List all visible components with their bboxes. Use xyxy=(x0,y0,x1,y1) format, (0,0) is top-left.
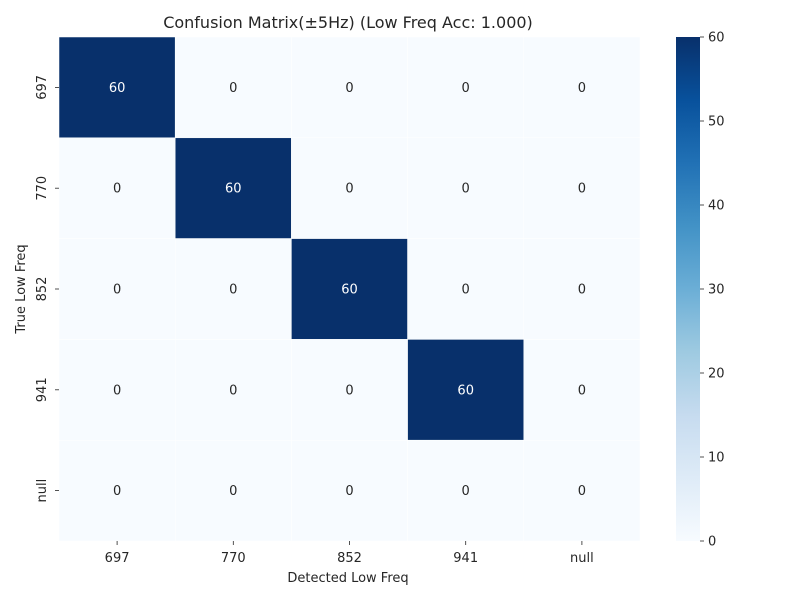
cell-value-label: 0 xyxy=(462,283,470,298)
colorbar: 0 10 20 30 40 50 60 xyxy=(676,31,725,550)
colorbar-tick-label: 40 xyxy=(708,199,725,214)
heatmap-cell xyxy=(291,339,408,441)
heatmap-cell xyxy=(58,137,176,239)
y-axis-label: True Low Freq xyxy=(14,244,29,334)
heatmap-cell xyxy=(174,36,292,139)
cell-value-label: 0 xyxy=(113,283,121,298)
cell-value-label: 0 xyxy=(578,484,586,499)
colorbar-tick-label: 0 xyxy=(708,535,716,550)
heatmap-cell xyxy=(523,238,641,340)
x-tick-label: 941 xyxy=(453,551,478,566)
cell-value-label: 0 xyxy=(578,182,586,197)
heatmap-cell xyxy=(174,439,292,542)
colorbar-tick-label: 60 xyxy=(708,31,725,46)
heatmap-cell xyxy=(407,339,525,441)
heatmap-cell xyxy=(523,339,641,441)
cell-value-label: 0 xyxy=(462,484,470,499)
heatmap-cell xyxy=(291,137,408,239)
colorbar-tick-label: 30 xyxy=(708,283,725,298)
cell-value-label: 0 xyxy=(462,81,470,96)
heatmap-cell xyxy=(523,137,641,239)
y-tick-label: 852 xyxy=(35,277,50,302)
x-axis-label: Detected Low Freq xyxy=(287,571,408,586)
x-tick-label: 770 xyxy=(221,551,246,566)
x-axis-ticks: 697 770 852 941 null xyxy=(105,541,594,566)
heatmap-cell xyxy=(291,439,408,542)
cell-value-label: 0 xyxy=(113,182,121,197)
cell-value-label: 0 xyxy=(462,182,470,197)
cell-value-label: 0 xyxy=(229,383,237,398)
y-tick-label: null xyxy=(35,479,50,503)
colorbar-ticks: 0 10 20 30 40 50 60 xyxy=(700,31,725,550)
heatmap-cell xyxy=(174,238,292,340)
x-tick-label: 697 xyxy=(105,551,130,566)
x-tick-label: 852 xyxy=(337,551,362,566)
y-tick-label: 770 xyxy=(35,176,50,201)
cell-value-label: 0 xyxy=(578,81,586,96)
heatmap-cell xyxy=(58,36,176,139)
colorbar-tick-label: 10 xyxy=(708,451,725,466)
heatmap-cell xyxy=(523,439,641,542)
cell-value-label: 60 xyxy=(109,81,126,96)
colorbar-gradient xyxy=(676,37,700,541)
cell-value-label: 0 xyxy=(229,283,237,298)
heatmap-cell xyxy=(291,238,408,340)
y-tick-label: 697 xyxy=(35,75,50,100)
cell-value-label: 0 xyxy=(345,383,353,398)
heatmap-grid: 60 0 0 0 0 0 60 0 0 0 0 0 60 0 0 0 0 0 60 0 0 0 0 0 0 xyxy=(58,36,641,542)
colorbar-tick-label: 50 xyxy=(708,115,725,130)
cell-value-label: 0 xyxy=(345,182,353,197)
colorbar-tick-label: 20 xyxy=(708,367,725,382)
cell-value-label: 0 xyxy=(229,484,237,499)
heatmap-cell xyxy=(174,137,292,239)
y-tick-label: 941 xyxy=(35,377,50,402)
cell-value-label: 0 xyxy=(345,484,353,499)
cell-value-label: 0 xyxy=(113,383,121,398)
cell-value-label: 0 xyxy=(345,81,353,96)
cell-value-label: 60 xyxy=(341,283,358,298)
x-tick-label: null xyxy=(570,551,594,566)
cell-value-label: 0 xyxy=(578,383,586,398)
heatmap-cell xyxy=(523,36,641,139)
heatmap-cell xyxy=(407,238,525,340)
heatmap-cell xyxy=(174,339,292,441)
y-axis-ticks: 697 770 852 941 null xyxy=(35,75,59,502)
heatmap-cell xyxy=(407,36,525,139)
heatmap-cell xyxy=(291,36,408,139)
cell-value-label: 0 xyxy=(229,81,237,96)
cell-value-label: 0 xyxy=(113,484,121,499)
cell-value-label: 60 xyxy=(225,182,242,197)
cell-value-label: 0 xyxy=(578,283,586,298)
chart-title: Confusion Matrix(±5Hz) (Low Freq Acc: 1.… xyxy=(163,13,533,32)
heatmap-cell xyxy=(58,439,176,542)
cell-value-label: 60 xyxy=(457,383,474,398)
